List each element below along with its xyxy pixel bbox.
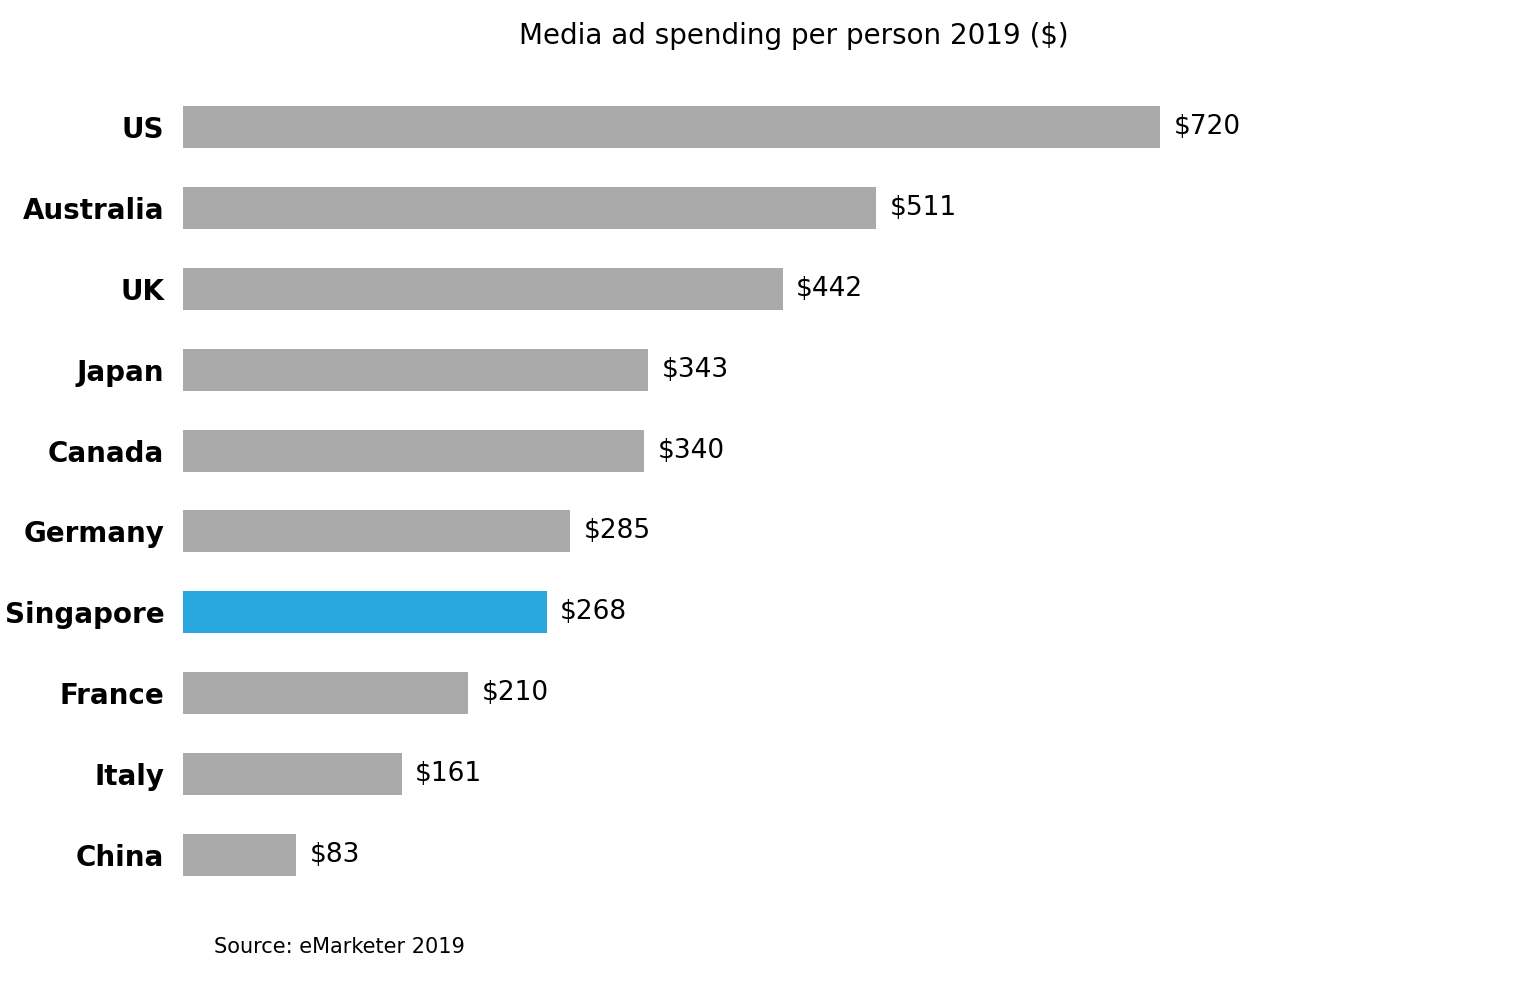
Bar (183, 429, 644, 471)
Bar (183, 591, 546, 633)
Text: $210: $210 (482, 681, 549, 706)
Text: $285: $285 (583, 518, 650, 544)
Text: $161: $161 (415, 761, 482, 787)
Text: $720: $720 (1173, 114, 1241, 140)
Text: $343: $343 (662, 356, 729, 383)
Text: $83: $83 (310, 842, 360, 868)
Text: $268: $268 (560, 599, 627, 626)
Text: $442: $442 (797, 276, 864, 301)
Bar (183, 672, 468, 714)
Bar (183, 511, 569, 553)
Bar (183, 834, 296, 876)
Title: Media ad spending per person 2019 ($): Media ad spending per person 2019 ($) (519, 22, 1068, 50)
Bar (183, 106, 1160, 148)
Text: Source: eMarketer 2019: Source: eMarketer 2019 (214, 938, 464, 957)
Text: $511: $511 (890, 195, 957, 221)
Bar (183, 268, 783, 310)
Text: $340: $340 (658, 438, 725, 464)
Bar (183, 187, 876, 229)
Bar (183, 349, 649, 391)
Bar (183, 753, 401, 795)
